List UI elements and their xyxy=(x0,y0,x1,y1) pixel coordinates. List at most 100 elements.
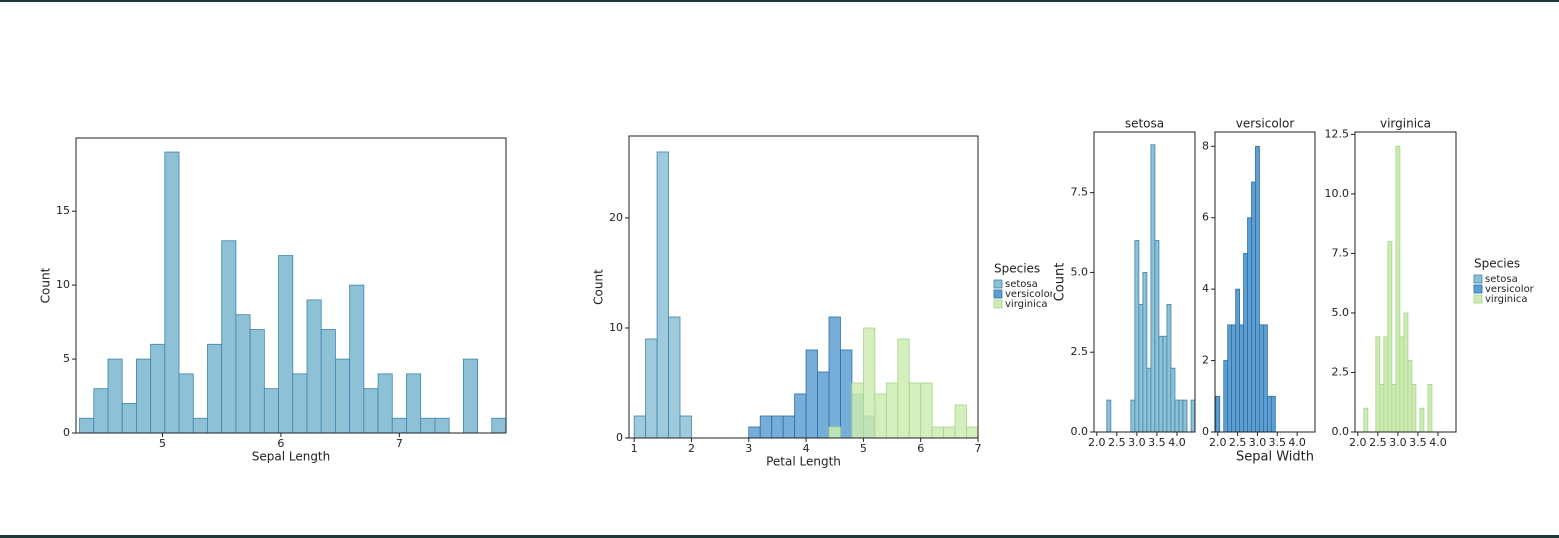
legend-swatch xyxy=(1473,274,1483,284)
bar xyxy=(1154,240,1160,433)
bar xyxy=(1259,324,1264,433)
bar xyxy=(828,426,841,439)
x-tick-label: 5 xyxy=(860,442,867,455)
x-tick-label: 3.5 xyxy=(1269,436,1287,449)
bar xyxy=(874,393,887,439)
bar xyxy=(207,343,223,434)
bar xyxy=(107,358,123,434)
bar xyxy=(1223,360,1229,433)
x-tick-label: 3.0 xyxy=(1389,436,1407,449)
bar xyxy=(178,373,194,434)
x-tick-label: 7 xyxy=(975,442,982,455)
y-tick-label: 2.5 xyxy=(1071,345,1089,358)
bar xyxy=(320,329,336,434)
bar xyxy=(1391,383,1397,433)
legend-label: versicolor xyxy=(1485,284,1535,295)
bar xyxy=(1134,240,1140,433)
bar xyxy=(278,255,294,434)
y-tick-label: 6 xyxy=(1202,211,1209,224)
y-tick-label: 20 xyxy=(609,211,623,224)
top-border xyxy=(0,0,1559,2)
bar xyxy=(349,284,365,434)
bar xyxy=(1174,399,1180,433)
x-tick-label: 2 xyxy=(688,442,695,455)
y-tick-label: 5.0 xyxy=(1332,306,1350,319)
x-tick-label: 3 xyxy=(745,442,752,455)
x-tick-label: 4.0 xyxy=(1288,436,1306,449)
bar xyxy=(679,415,692,439)
y-tick-label: 10 xyxy=(56,278,70,291)
bar xyxy=(1263,324,1268,433)
facet-title: virginica xyxy=(1380,117,1431,131)
legend-swatch xyxy=(1473,294,1483,304)
bar xyxy=(828,316,841,439)
bar xyxy=(150,343,166,434)
bar xyxy=(1427,383,1433,433)
x-tick-label: 3.0 xyxy=(1128,436,1146,449)
bar xyxy=(462,358,478,434)
bar xyxy=(1239,324,1244,433)
bar xyxy=(840,349,853,439)
bar xyxy=(1166,303,1172,433)
bar xyxy=(1399,336,1405,433)
bar xyxy=(1247,217,1252,433)
bar xyxy=(491,417,507,434)
bar xyxy=(1106,399,1112,433)
bar xyxy=(292,373,308,434)
bar xyxy=(1178,399,1184,433)
y-tick-label: 2.5 xyxy=(1332,365,1350,378)
facet-title: setosa xyxy=(1125,117,1164,131)
bar xyxy=(966,426,979,439)
bar xyxy=(1379,383,1385,433)
bar xyxy=(1387,241,1393,433)
bar xyxy=(306,299,322,434)
x-tick-label: 2.5 xyxy=(1369,436,1387,449)
plot-frame xyxy=(628,135,979,439)
x-tick-label: 6 xyxy=(917,442,924,455)
bar xyxy=(1395,145,1401,433)
bar xyxy=(1403,312,1409,433)
y-tick-label: 7.5 xyxy=(1071,186,1089,199)
legend-swatch xyxy=(993,279,1003,289)
bar xyxy=(1411,383,1417,433)
bar xyxy=(434,417,450,434)
bar xyxy=(656,151,669,439)
bar xyxy=(782,415,796,439)
legend-label: virginica xyxy=(1005,299,1048,310)
bar xyxy=(920,382,933,439)
bar xyxy=(164,151,180,434)
y-tick-label: 15 xyxy=(56,204,70,217)
x-tick-label: 6 xyxy=(277,437,284,450)
x-tick-label: 2.5 xyxy=(1108,436,1126,449)
y-tick-label: 12.5 xyxy=(1325,127,1350,140)
y-axis-label: Count xyxy=(1053,263,1068,302)
legend-label: virginica xyxy=(1485,294,1528,305)
bar xyxy=(931,426,945,439)
x-axis-label: Sepal Width xyxy=(1236,450,1314,465)
bar xyxy=(954,404,967,439)
bar xyxy=(1231,324,1237,433)
bottom-border xyxy=(0,535,1559,538)
y-tick-label: 0 xyxy=(1202,425,1209,438)
x-axis-label: Petal Length xyxy=(766,455,841,469)
bar xyxy=(79,417,95,434)
bar xyxy=(1266,395,1272,433)
x-tick-label: 4.0 xyxy=(1429,436,1447,449)
bar xyxy=(1130,399,1136,433)
bar xyxy=(1363,407,1369,433)
bar xyxy=(771,415,784,439)
bar xyxy=(263,388,279,434)
bar xyxy=(1162,335,1168,433)
bar xyxy=(759,415,773,439)
bar xyxy=(377,373,393,434)
bar xyxy=(1407,360,1413,433)
x-tick-label: 7 xyxy=(396,437,403,450)
bar xyxy=(406,373,422,434)
legend-swatch xyxy=(993,299,1003,309)
bar xyxy=(1150,144,1156,433)
bar xyxy=(1158,335,1164,433)
x-tick-label: 1 xyxy=(631,442,638,455)
bar xyxy=(1375,336,1381,433)
